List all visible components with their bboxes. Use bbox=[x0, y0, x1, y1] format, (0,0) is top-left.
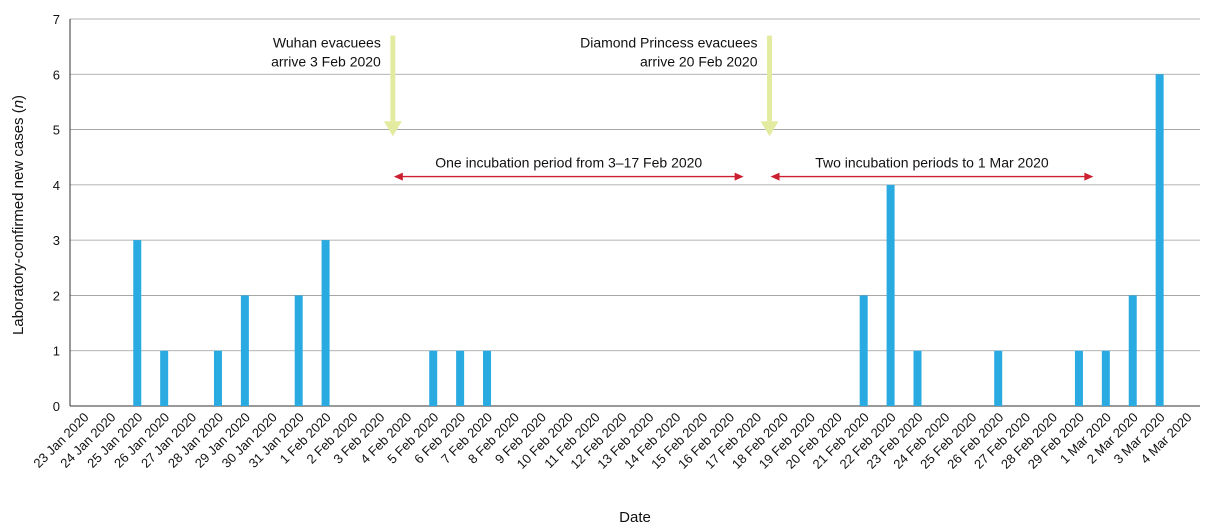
bar-25-jan-2020 bbox=[133, 240, 142, 406]
arrival-annotation-1: Wuhan evacuees arrive 3 Feb 2020 bbox=[271, 35, 381, 70]
bar-29-jan-2020 bbox=[240, 295, 249, 406]
arrival-arrow-head-1 bbox=[383, 121, 402, 137]
y-axis-title: Laboratory-confirmed new cases (n) bbox=[10, 95, 27, 335]
bar-2-mar-2020 bbox=[1128, 295, 1137, 406]
bar-1-mar-2020 bbox=[1101, 350, 1110, 406]
y-tick-label-6: 6 bbox=[53, 67, 60, 82]
bar-21-feb-2020 bbox=[859, 295, 868, 406]
period-arrowhead-left-2 bbox=[770, 172, 780, 181]
bar-28-jan-2020 bbox=[213, 350, 222, 406]
bars bbox=[133, 74, 1164, 407]
period-arrowhead-right-1 bbox=[734, 172, 744, 181]
y-tick-label-3: 3 bbox=[53, 233, 60, 248]
period-label-2: Two incubation periods to 1 Mar 2020 bbox=[815, 155, 1049, 171]
bar-23-feb-2020 bbox=[913, 350, 922, 406]
arrival-arrow-shaft-2 bbox=[767, 35, 773, 122]
bar-29-feb-2020 bbox=[1074, 350, 1083, 406]
y-tick-label-7: 7 bbox=[53, 12, 60, 27]
bar-26-feb-2020 bbox=[994, 350, 1003, 406]
y-tick-label-2: 2 bbox=[53, 288, 60, 303]
y-tick-label-4: 4 bbox=[53, 178, 60, 193]
arrival-arrow-head-2 bbox=[760, 121, 779, 137]
bar-3-mar-2020 bbox=[1155, 74, 1164, 407]
bar-26-jan-2020 bbox=[160, 350, 169, 406]
period-arrowhead-left-1 bbox=[393, 172, 403, 181]
y-tick-label-1: 1 bbox=[53, 344, 60, 359]
arrival-arrow-shaft-1 bbox=[390, 35, 396, 122]
y-tick-label-5: 5 bbox=[53, 123, 60, 138]
bar-1-feb-2020 bbox=[321, 240, 330, 406]
bar-31-jan-2020 bbox=[294, 295, 303, 406]
gridlines bbox=[70, 18, 1200, 352]
arrival-annotation-2: Diamond Princess evacuees arrive 20 Feb 2… bbox=[580, 35, 758, 70]
y-tick-label-0: 0 bbox=[53, 399, 60, 414]
axes bbox=[69, 19, 1200, 407]
annotations: Wuhan evacuees arrive 3 Feb 2020 Diamond P… bbox=[271, 35, 1094, 181]
period-arrowhead-right-2 bbox=[1084, 172, 1094, 181]
period-label-1: One incubation period from 3–17 Feb 2020 bbox=[435, 155, 702, 171]
bar-5-feb-2020 bbox=[429, 350, 438, 406]
y-tick-labels: 0 1 2 3 4 5 6 7 bbox=[53, 12, 60, 414]
bar-6-feb-2020 bbox=[456, 350, 465, 406]
bar-7-feb-2020 bbox=[483, 350, 492, 406]
x-axis-title: Date bbox=[619, 509, 651, 526]
bar-22-feb-2020 bbox=[886, 184, 895, 406]
